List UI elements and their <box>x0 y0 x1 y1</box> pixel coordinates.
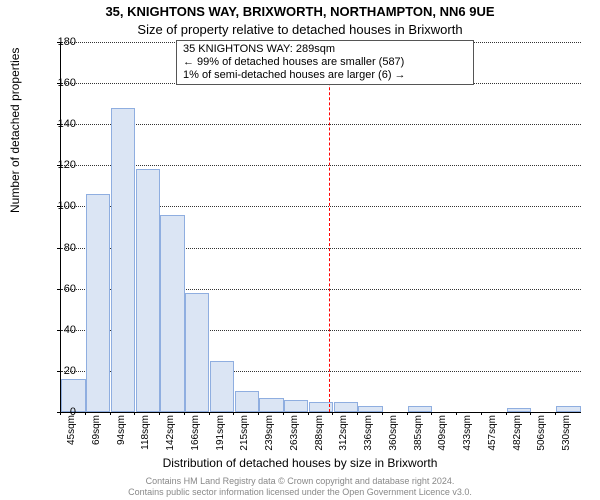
y-tick-mark <box>57 124 60 125</box>
x-tick-label: 239sqm <box>264 415 275 455</box>
y-tick-mark <box>57 83 60 84</box>
histogram-bar <box>160 215 184 412</box>
footer-line-1: Contains HM Land Registry data © Crown c… <box>0 476 600 487</box>
info-box: 35 KNIGHTONS WAY: 289sqm ← 99% of detach… <box>176 40 474 85</box>
gridline <box>61 124 581 125</box>
x-tick-label: 409sqm <box>437 415 448 455</box>
x-tick-mark <box>209 412 210 415</box>
y-tick-mark <box>57 165 60 166</box>
y-tick-mark <box>57 248 60 249</box>
x-tick-mark <box>85 412 86 415</box>
x-tick-mark <box>60 412 61 415</box>
x-tick-mark <box>382 412 383 415</box>
x-tick-label: 360sqm <box>388 415 399 455</box>
histogram-bar <box>507 408 531 412</box>
title-sub: Size of property relative to detached ho… <box>0 22 600 37</box>
x-tick-label: 215sqm <box>239 415 250 455</box>
x-tick-label: 263sqm <box>289 415 300 455</box>
x-tick-label: 166sqm <box>190 415 201 455</box>
x-tick-mark <box>258 412 259 415</box>
histogram-bar <box>136 169 160 412</box>
x-tick-label: 312sqm <box>338 415 349 455</box>
x-tick-mark <box>456 412 457 415</box>
histogram-bar <box>185 293 209 412</box>
gridline <box>61 165 581 166</box>
x-tick-label: 94sqm <box>116 415 127 455</box>
x-tick-label: 530sqm <box>561 415 572 455</box>
histogram-bar <box>235 391 259 412</box>
x-tick-mark <box>184 412 185 415</box>
histogram-bar <box>284 400 308 412</box>
x-tick-mark <box>481 412 482 415</box>
x-tick-label: 45sqm <box>66 415 77 455</box>
x-tick-mark <box>332 412 333 415</box>
y-tick-mark <box>57 289 60 290</box>
x-tick-label: 118sqm <box>140 415 151 455</box>
x-tick-mark <box>283 412 284 415</box>
footer-line-2: Contains public sector information licen… <box>0 487 600 498</box>
x-tick-label: 69sqm <box>91 415 102 455</box>
x-tick-label: 457sqm <box>487 415 498 455</box>
marker-line <box>329 42 330 412</box>
x-tick-label: 142sqm <box>165 415 176 455</box>
x-tick-label: 191sqm <box>215 415 226 455</box>
histogram-bar <box>334 402 358 412</box>
x-tick-mark <box>506 412 507 415</box>
x-tick-label: 506sqm <box>536 415 547 455</box>
footer: Contains HM Land Registry data © Crown c… <box>0 476 600 498</box>
histogram-bar <box>86 194 110 412</box>
histogram-bar <box>111 108 135 412</box>
x-tick-mark <box>233 412 234 415</box>
histogram-bar <box>408 406 432 412</box>
x-tick-label: 385sqm <box>413 415 424 455</box>
y-tick-mark <box>57 206 60 207</box>
x-tick-mark <box>159 412 160 415</box>
y-tick-mark <box>57 330 60 331</box>
title-main: 35, KNIGHTONS WAY, BRIXWORTH, NORTHAMPTO… <box>0 4 600 19</box>
x-tick-mark <box>431 412 432 415</box>
histogram-bar <box>210 361 234 412</box>
x-tick-mark <box>134 412 135 415</box>
x-axis-label: Distribution of detached houses by size … <box>0 456 600 470</box>
plot-area <box>60 42 581 413</box>
x-tick-mark <box>357 412 358 415</box>
x-tick-label: 433sqm <box>462 415 473 455</box>
info-line-3: 1% of semi-detached houses are larger (6… <box>183 69 467 82</box>
histogram-bar <box>358 406 382 412</box>
x-tick-mark <box>407 412 408 415</box>
histogram-bar <box>556 406 580 412</box>
info-line-2: ← 99% of detached houses are smaller (58… <box>183 56 467 69</box>
y-axis-label: Number of detached properties <box>8 48 22 213</box>
y-tick-mark <box>57 371 60 372</box>
x-tick-mark <box>555 412 556 415</box>
x-tick-mark <box>308 412 309 415</box>
x-tick-label: 336sqm <box>363 415 374 455</box>
histogram-bar <box>259 398 283 412</box>
x-tick-mark <box>110 412 111 415</box>
y-tick-mark <box>57 42 60 43</box>
x-tick-label: 482sqm <box>512 415 523 455</box>
info-line-1: 35 KNIGHTONS WAY: 289sqm <box>183 43 467 56</box>
x-tick-label: 288sqm <box>314 415 325 455</box>
x-tick-mark <box>530 412 531 415</box>
